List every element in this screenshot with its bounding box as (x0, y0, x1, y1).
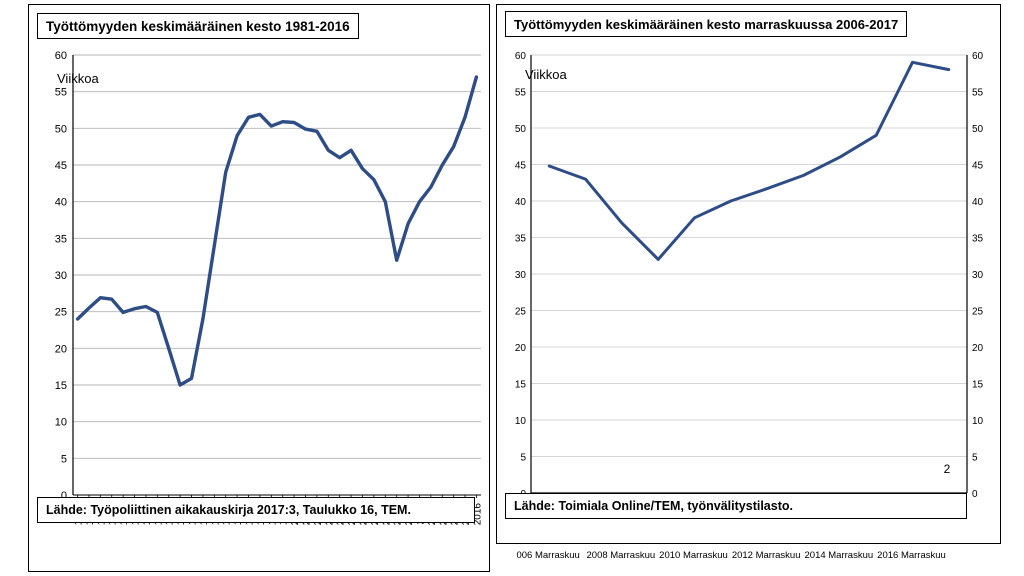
svg-text:50: 50 (55, 123, 67, 135)
left-chart-title: Työttömyyden keskimääräinen kesto 1981-2… (37, 13, 359, 39)
right-plot-area: 0055101015152020252530303535404045455050… (497, 41, 1000, 509)
svg-text:40: 40 (515, 197, 527, 208)
svg-text:15: 15 (972, 380, 984, 391)
svg-text:2012 Marraskuu: 2012 Marraskuu (732, 550, 801, 561)
svg-text:20: 20 (55, 343, 67, 355)
svg-text:55: 55 (972, 88, 984, 99)
svg-text:60: 60 (515, 51, 527, 62)
svg-text:10: 10 (972, 416, 984, 427)
svg-text:5: 5 (972, 453, 978, 464)
svg-text:25: 25 (55, 307, 67, 319)
svg-text:10: 10 (55, 417, 67, 429)
svg-text:2010 Marraskuu: 2010 Marraskuu (659, 550, 728, 561)
svg-text:55: 55 (55, 87, 67, 99)
svg-text:60: 60 (55, 50, 67, 62)
svg-text:20: 20 (515, 343, 527, 354)
left-unit-label: Viikkoa (57, 71, 99, 86)
right-chart-title: Työttömyyden keskimääräinen kesto marras… (505, 11, 908, 37)
right-xaxis-labels: 006 Marraskuu 2008 Marraskuu 2010 Marrasku… (496, 544, 999, 574)
right-unit-label: Viikkoa (525, 67, 567, 82)
svg-text:20: 20 (972, 343, 984, 354)
svg-text:006 Marraskuu: 006 Marraskuu (516, 550, 579, 561)
svg-text:2016 Marraskuu: 2016 Marraskuu (877, 550, 946, 561)
svg-text:2014 Marraskuu: 2014 Marraskuu (805, 550, 874, 561)
left-source-box: Lähde: Työpoliittinen aikakauskirja 2017… (37, 497, 475, 523)
svg-text:5: 5 (520, 453, 526, 464)
svg-text:35: 35 (515, 234, 527, 245)
svg-text:10: 10 (515, 416, 527, 427)
svg-text:15: 15 (55, 380, 67, 392)
svg-text:2016: 2016 (472, 503, 483, 526)
right-chart-annotation: 2 (944, 462, 951, 476)
svg-text:45: 45 (972, 161, 984, 172)
svg-text:0: 0 (972, 489, 978, 500)
svg-text:45: 45 (515, 161, 527, 172)
svg-text:50: 50 (515, 124, 527, 135)
svg-text:55: 55 (515, 88, 527, 99)
svg-text:25: 25 (515, 307, 527, 318)
svg-text:30: 30 (972, 270, 984, 281)
right-chart-panel: Työttömyyden keskimääräinen kesto marras… (496, 4, 1001, 544)
right-plot-svg: 0055101015152020252530303535404045455050… (515, 51, 984, 500)
left-chart-panel: Työttömyyden keskimääräinen kesto 1981-2… (28, 4, 490, 572)
svg-text:50: 50 (972, 124, 984, 135)
svg-text:0: 0 (61, 490, 67, 502)
svg-text:15: 15 (515, 380, 527, 391)
svg-text:40: 40 (972, 197, 984, 208)
right-source-box: Lähde: Toimiala Online/TEM, työnvälityst… (505, 493, 967, 519)
svg-text:2008 Marraskuu: 2008 Marraskuu (587, 550, 656, 561)
svg-text:40: 40 (55, 197, 67, 209)
svg-text:30: 30 (515, 270, 527, 281)
svg-text:60: 60 (972, 51, 984, 62)
svg-text:45: 45 (55, 160, 67, 172)
svg-text:5: 5 (61, 453, 67, 465)
svg-text:35: 35 (972, 234, 984, 245)
svg-text:25: 25 (972, 307, 984, 318)
svg-text:35: 35 (55, 233, 67, 245)
svg-text:30: 30 (55, 270, 67, 282)
